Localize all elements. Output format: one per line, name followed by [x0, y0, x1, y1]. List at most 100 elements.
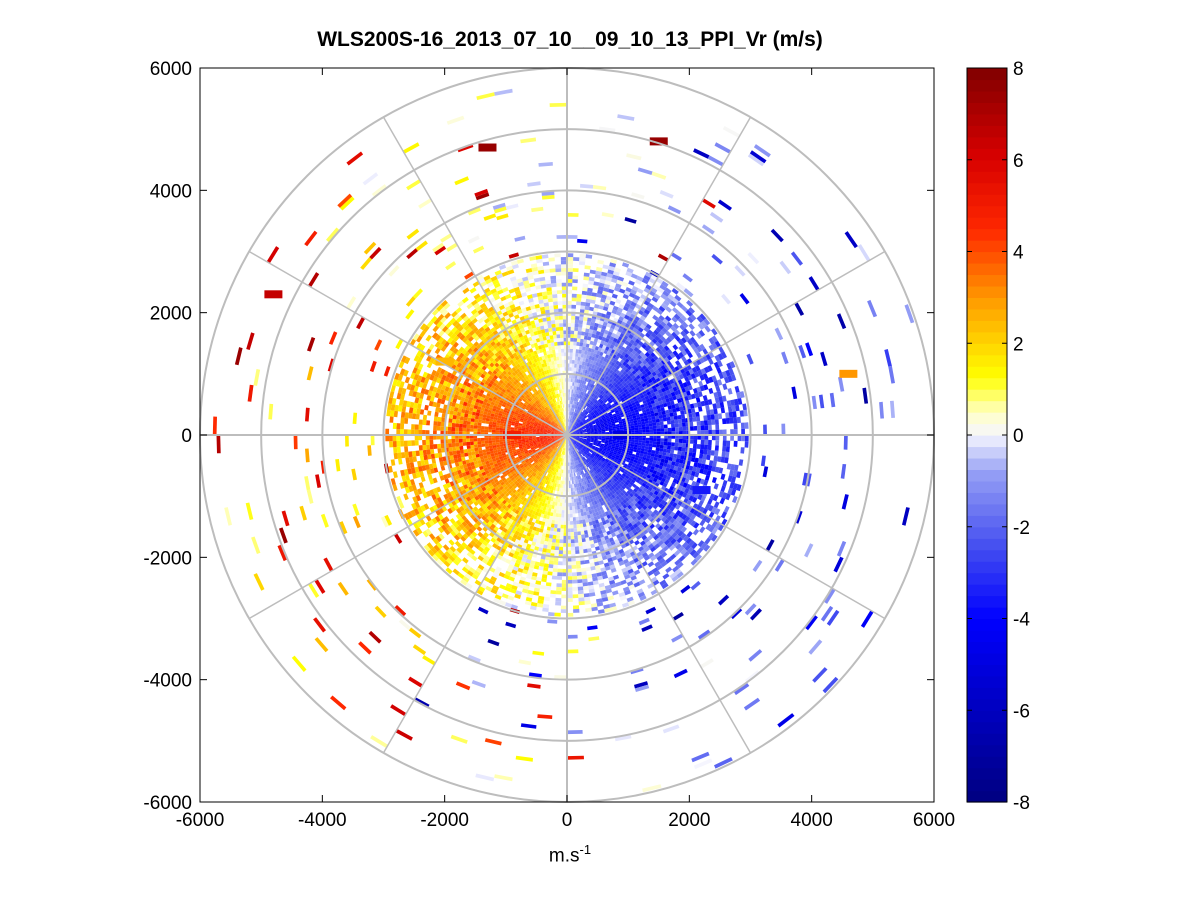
range-gate	[633, 398, 638, 402]
range-gate	[580, 444, 584, 448]
range-gate	[578, 463, 582, 468]
range-gate	[558, 436, 562, 439]
range-gate	[552, 415, 556, 420]
range-gate	[499, 430, 503, 433]
range-gate	[521, 413, 526, 417]
range-gate	[589, 455, 593, 460]
range-gate	[512, 449, 517, 453]
range-gate	[519, 410, 524, 414]
range-gate	[517, 381, 522, 387]
range-gate	[560, 337, 564, 342]
range-gate	[536, 438, 540, 441]
range-gate	[545, 449, 549, 453]
range-gate	[535, 396, 539, 400]
range-gate	[559, 389, 562, 394]
range-gate	[588, 422, 592, 425]
range-gate	[636, 449, 641, 454]
range-gate	[632, 395, 637, 400]
range-gate	[584, 443, 589, 447]
range-gate	[576, 405, 579, 410]
range-gate	[583, 456, 587, 461]
range-gate	[593, 439, 598, 442]
range-gate	[579, 436, 584, 438]
range-gate	[571, 389, 574, 394]
range-gate	[546, 339, 551, 344]
range-gate	[536, 461, 541, 466]
range-gate	[574, 449, 577, 454]
range-gate	[531, 384, 536, 389]
range-gate	[559, 393, 562, 398]
range-gate	[599, 505, 604, 511]
range-gate	[549, 443, 554, 447]
range-gate	[506, 440, 511, 444]
range-gate	[559, 429, 563, 432]
range-gate	[619, 427, 624, 430]
range-gate	[485, 448, 490, 453]
range-gate	[591, 468, 596, 473]
range-gate	[573, 454, 576, 458]
range-gate	[635, 386, 641, 392]
range-gate	[569, 411, 571, 415]
range-gate	[505, 373, 510, 378]
range-gate	[573, 397, 575, 401]
range-gate	[545, 417, 549, 421]
range-gate	[537, 389, 541, 394]
range-gate	[564, 396, 566, 401]
range-gate	[581, 485, 585, 490]
range-gate	[545, 533, 550, 538]
range-gate	[574, 509, 578, 514]
range-gate	[506, 395, 511, 399]
range-gate	[620, 390, 625, 396]
range-gate	[634, 442, 639, 445]
range-gate	[645, 398, 651, 403]
range-gate	[510, 487, 515, 492]
range-gate	[562, 422, 564, 427]
range-gate	[629, 492, 634, 498]
range-gate	[534, 453, 539, 457]
range-gate	[571, 450, 573, 455]
range-gate	[581, 478, 584, 483]
range-gate	[547, 380, 551, 385]
range-gate	[641, 482, 647, 488]
range-gate	[592, 368, 597, 373]
range-gate	[601, 436, 606, 438]
range-gate	[543, 436, 547, 438]
range-gate	[590, 454, 595, 458]
range-gate	[647, 401, 652, 406]
range-gate	[570, 528, 574, 533]
range-gate	[606, 469, 611, 474]
range-gate	[528, 463, 532, 467]
range-gate	[546, 432, 551, 434]
range-gate	[543, 432, 547, 434]
range-gate	[526, 477, 531, 482]
range-gate	[591, 407, 595, 411]
range-gate	[558, 374, 562, 379]
range-gate	[574, 465, 577, 469]
range-gate	[507, 422, 512, 426]
range-gate	[539, 429, 544, 431]
range-gate	[535, 465, 539, 470]
range-gate	[595, 491, 599, 496]
range-gate	[545, 480, 549, 485]
range-gate	[640, 404, 645, 408]
range-gate	[570, 447, 572, 451]
range-gate	[568, 378, 571, 382]
range-gate	[561, 396, 564, 401]
range-gate	[551, 427, 556, 430]
range-gate	[610, 508, 615, 513]
range-gate	[563, 443, 565, 448]
range-gate	[634, 437, 639, 440]
range-gate	[538, 364, 543, 369]
range-gate	[536, 484, 541, 489]
range-gate	[607, 403, 612, 408]
range-gate	[513, 453, 518, 457]
range-gate	[561, 443, 564, 447]
range-gate	[611, 494, 616, 499]
range-gate	[606, 368, 612, 373]
range-gate	[558, 433, 562, 434]
range-gate	[562, 443, 564, 448]
range-gate	[614, 401, 619, 405]
range-gate	[512, 387, 517, 392]
range-gate	[645, 440, 650, 444]
range-gate	[586, 458, 590, 463]
